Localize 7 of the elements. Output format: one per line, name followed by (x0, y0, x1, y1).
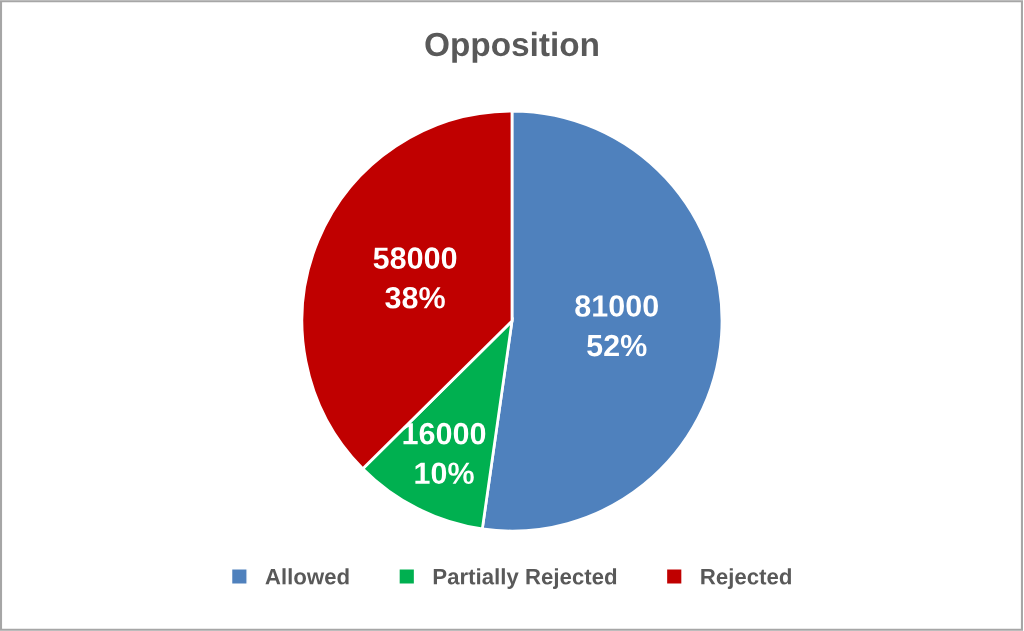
legend-label: Allowed (265, 568, 349, 585)
legend-label: Partially Rejected (433, 568, 617, 589)
legend-label: Rejected (701, 568, 791, 589)
chart-title: Opposition (425, 31, 598, 63)
data-label: 58000 38% (373, 247, 457, 309)
data-label: 81000 52% (575, 295, 658, 357)
data-label: 16000 10% (403, 422, 486, 485)
